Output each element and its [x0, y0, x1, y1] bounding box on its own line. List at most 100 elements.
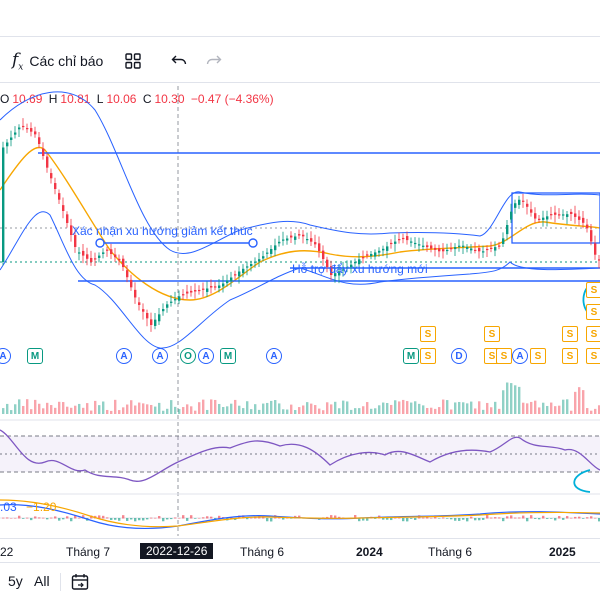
low-value: 10.06: [106, 92, 137, 106]
candle-body: [18, 127, 21, 130]
volume-bar: [542, 402, 545, 414]
macd-histogram-bar: [50, 517, 53, 519]
candle-body: [194, 290, 197, 292]
candle-body: [426, 245, 429, 248]
volume-bar: [498, 408, 501, 414]
macd-histogram-bar: [230, 517, 233, 519]
candle-body: [134, 289, 137, 298]
candle-body: [126, 270, 129, 278]
marker-d[interactable]: D: [451, 348, 467, 364]
volume-bar: [22, 405, 25, 414]
marker-s[interactable]: S: [586, 348, 600, 364]
marker-s[interactable]: S: [562, 348, 578, 364]
annotation-support[interactable]: Hỗ trợ đẩy xu hướng mới: [292, 262, 428, 276]
volume-bar: [86, 403, 89, 414]
candle-body: [238, 271, 241, 277]
macd-histogram-bar: [470, 516, 473, 519]
macd-histogram-bar: [210, 516, 213, 519]
calendar-range-icon[interactable]: [70, 572, 90, 592]
marker-o[interactable]: O: [180, 348, 196, 364]
candle-body: [122, 258, 125, 268]
marker-m[interactable]: M: [220, 348, 236, 364]
marker-s[interactable]: S: [484, 326, 500, 342]
indicators-button[interactable]: fx Các chỉ báo: [12, 40, 103, 82]
marker-a[interactable]: A: [266, 348, 282, 364]
macd-line: [0, 504, 600, 530]
volume-bar: [434, 408, 437, 414]
marker-s[interactable]: S: [586, 326, 600, 342]
marker-a[interactable]: A: [512, 348, 528, 364]
candle-body: [182, 294, 185, 296]
box-zone: [511, 192, 600, 244]
volume-bar: [298, 407, 301, 414]
macd-histogram-bar: [558, 516, 561, 519]
macd-histogram-bar: [454, 518, 457, 521]
candle-body: [410, 241, 413, 243]
candle-body: [338, 271, 341, 276]
candle-body: [6, 142, 9, 147]
volume-bar: [46, 402, 49, 414]
price-chart[interactable]: [0, 86, 600, 536]
candle-body: [582, 217, 585, 223]
candle-body: [366, 254, 369, 256]
marker-s[interactable]: S: [420, 348, 436, 364]
candle-body: [498, 245, 501, 247]
range-all[interactable]: All: [34, 573, 50, 589]
volume-bar: [18, 399, 21, 414]
marker-s[interactable]: S: [530, 348, 546, 364]
candle-body: [150, 319, 153, 325]
marker-s[interactable]: S: [586, 282, 600, 298]
volume-bar: [226, 406, 229, 414]
volume-bar: [374, 408, 377, 414]
volume-bar: [214, 399, 217, 414]
candle-body: [242, 268, 245, 274]
candle-body: [598, 259, 600, 261]
macd-histogram-bar: [570, 517, 573, 519]
volume-bar: [66, 406, 69, 414]
volume-bar: [438, 407, 441, 414]
macd-histogram-bar: [386, 518, 389, 520]
marker-m[interactable]: M: [403, 348, 419, 364]
volume-bar: [310, 403, 313, 414]
marker-a[interactable]: A: [116, 348, 132, 364]
volume-bar: [306, 402, 309, 414]
macd-histogram-bar: [366, 518, 369, 521]
volume-bar: [278, 403, 281, 414]
range-5y[interactable]: 5y: [8, 573, 23, 589]
marker-a[interactable]: A: [0, 348, 11, 364]
candle-body: [534, 213, 537, 219]
volume-bar: [134, 405, 137, 414]
annotation-confirm[interactable]: Xác nhận xu hướng giảm kết thúc: [72, 224, 253, 238]
marker-a[interactable]: A: [152, 348, 168, 364]
macd-histogram-bar: [382, 518, 385, 520]
marker-s[interactable]: S: [562, 326, 578, 342]
marker-m[interactable]: M: [27, 348, 43, 364]
candle-body: [290, 235, 293, 238]
macd-histogram-bar: [30, 518, 33, 521]
candle-body: [14, 132, 17, 135]
marker-s[interactable]: S: [420, 326, 436, 342]
layout-button[interactable]: [124, 40, 142, 82]
candle-body: [586, 224, 589, 229]
volume-bar: [54, 407, 57, 414]
volume-bar: [418, 403, 421, 414]
macd-histogram-bar: [202, 517, 205, 519]
candle-body: [246, 266, 249, 268]
redo-button[interactable]: [205, 40, 223, 82]
candle-body: [102, 252, 105, 254]
marker-s[interactable]: S: [586, 304, 600, 320]
volume-bar: [510, 383, 513, 414]
candle-body: [94, 258, 97, 260]
candle-body: [62, 205, 65, 211]
volume-bar: [430, 407, 433, 414]
volume-bar: [262, 403, 265, 414]
candle-body: [562, 214, 565, 216]
macd-histogram-bar: [74, 515, 77, 519]
undo-button[interactable]: [170, 40, 188, 82]
marker-s[interactable]: S: [496, 348, 512, 364]
macd-histogram-bar: [190, 515, 193, 519]
marker-a[interactable]: A: [198, 348, 214, 364]
volume-bar: [250, 409, 253, 414]
time-axis[interactable]: 22 Tháng 7 2022-12-26 Tháng 6 2024 Tháng…: [0, 538, 600, 561]
volume-bar: [218, 403, 221, 414]
